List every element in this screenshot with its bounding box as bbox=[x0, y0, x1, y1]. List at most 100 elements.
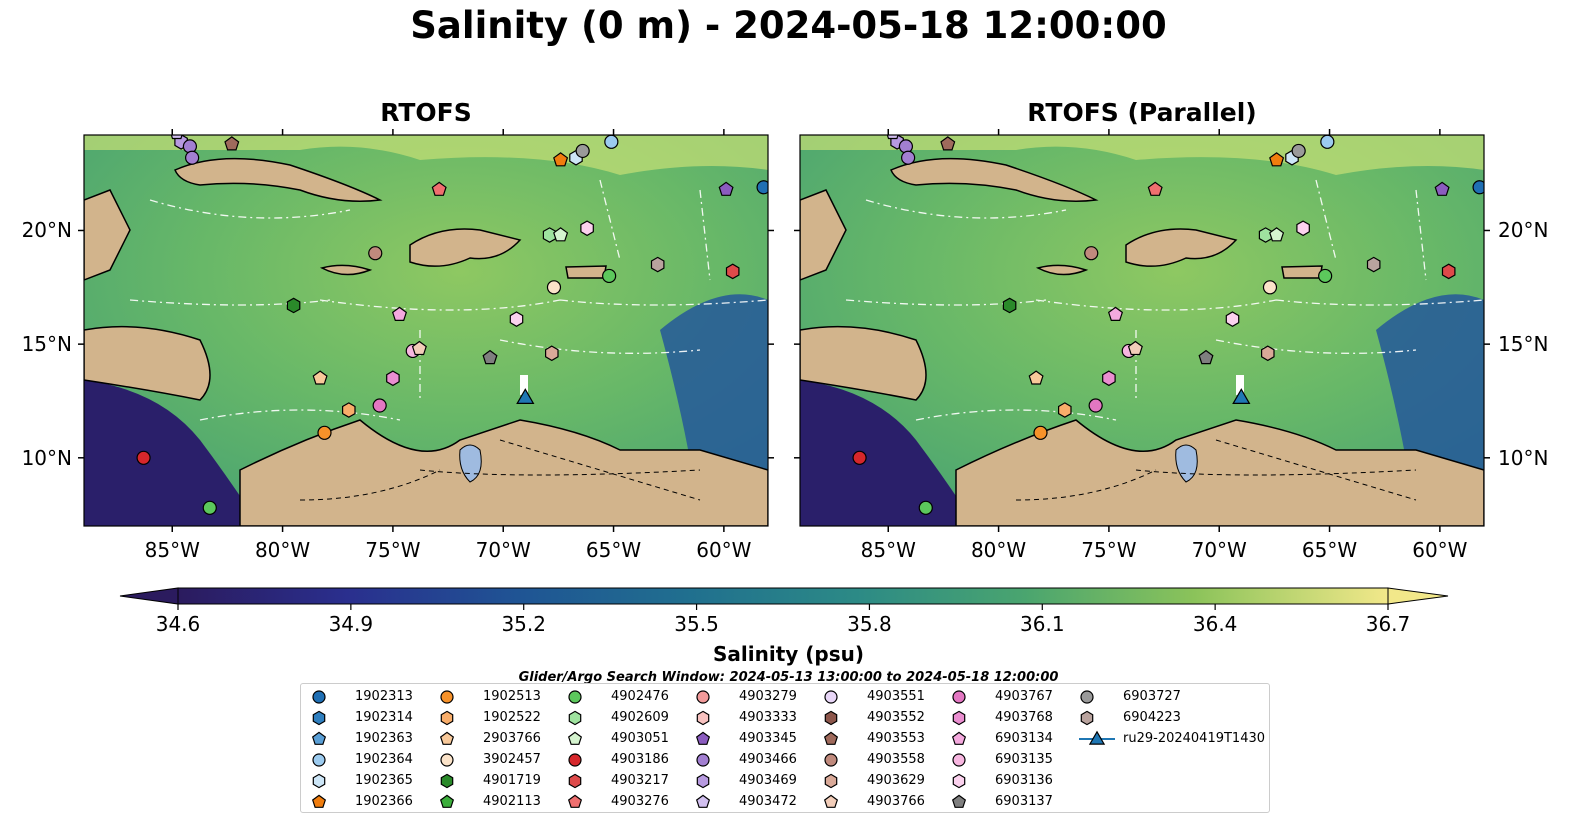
legend-marker-icon bbox=[824, 690, 838, 704]
legend-marker-icon bbox=[696, 753, 710, 767]
float-marker-4903276 bbox=[431, 181, 447, 196]
legend-marker bbox=[824, 690, 838, 704]
legend-marker-icon bbox=[440, 773, 454, 789]
legend-label: 6903136 bbox=[995, 773, 1053, 788]
panel-title-rtofs-parallel: RTOFS (Parallel) bbox=[1027, 98, 1257, 127]
legend-label: 4902113 bbox=[483, 794, 541, 809]
colorbar-extend-max bbox=[1387, 587, 1449, 605]
legend-label: 1902364 bbox=[355, 752, 413, 767]
lat-tick-label: 20°N bbox=[1498, 218, 1549, 243]
float-marker-1902522 bbox=[342, 402, 356, 418]
legend-glider-marker bbox=[1088, 730, 1106, 745]
puerto-rico-land bbox=[565, 265, 607, 279]
glider-marker bbox=[1232, 388, 1251, 404]
float-marker-1902366 bbox=[1269, 152, 1285, 167]
legend-label: 6903137 bbox=[995, 794, 1053, 809]
legend-marker bbox=[440, 753, 454, 767]
float-marker-4903051 bbox=[1269, 227, 1285, 242]
legend-marker bbox=[568, 773, 582, 789]
float-marker-4903466 bbox=[898, 139, 914, 154]
country-borders bbox=[299, 439, 701, 501]
lon-tick-label: 65°W bbox=[1301, 538, 1358, 562]
float-marker-1902522 bbox=[1057, 402, 1072, 418]
map-frame-rtofs bbox=[83, 134, 769, 527]
legend-marker-icon bbox=[696, 773, 710, 789]
legend-label: 4902609 bbox=[611, 710, 669, 725]
legend-label: 1902522 bbox=[483, 710, 541, 725]
float-marker-1902314 bbox=[550, 110, 562, 124]
legend-marker-icon bbox=[1080, 690, 1094, 704]
high-salinity-band bbox=[84, 135, 768, 175]
lon-tick-label: 85°W bbox=[144, 538, 200, 562]
legend-marker-icon bbox=[824, 753, 838, 767]
legend-marker-icon bbox=[1079, 730, 1115, 745]
south-america-land bbox=[955, 419, 1484, 526]
pacific-low-salinity bbox=[84, 380, 260, 526]
float-marker-4901719 bbox=[286, 297, 301, 314]
legend-label: 4903629 bbox=[867, 773, 925, 788]
legend-marker-icon bbox=[695, 794, 711, 808]
legend-label: 4903333 bbox=[739, 710, 797, 725]
float-marker-4903345 bbox=[718, 181, 734, 196]
float-marker-4903472 bbox=[886, 135, 899, 140]
legend-marker-icon bbox=[312, 753, 326, 767]
legend-marker-icon bbox=[312, 773, 326, 789]
legend-marker bbox=[824, 710, 838, 726]
colorbar-tick-label: 35.8 bbox=[847, 612, 892, 636]
legend-marker bbox=[568, 690, 582, 704]
legend-label: 6903134 bbox=[995, 731, 1053, 746]
legend-label: 4903345 bbox=[739, 731, 797, 746]
float-marker-6903134 bbox=[391, 306, 408, 321]
legend-marker bbox=[312, 773, 326, 789]
legend-marker bbox=[823, 794, 839, 808]
float-marker-4903766 bbox=[1127, 340, 1143, 356]
colorbar-tick-label: 36.7 bbox=[1365, 612, 1411, 636]
float-marker-6904223 bbox=[1366, 256, 1381, 273]
legend-title: Glider/Argo Search Window: 2024-05-13 13… bbox=[518, 670, 1059, 685]
float-marker-4903767 bbox=[1088, 398, 1103, 413]
panel-title-rtofs: RTOFS bbox=[380, 98, 472, 127]
legend-marker-icon bbox=[952, 753, 966, 767]
legend-marker bbox=[952, 710, 966, 726]
legend-label: 4903466 bbox=[739, 752, 797, 767]
legend-marker bbox=[567, 731, 583, 745]
axis-tick-marks bbox=[78, 129, 1490, 532]
legend: 1902313 1902314 1902363 1902364 1902365 19023… bbox=[300, 683, 1270, 813]
colorbar-tick-label: 35.5 bbox=[674, 612, 719, 636]
float-marker-4903629 bbox=[1260, 345, 1275, 362]
float-marker-4903051 bbox=[553, 227, 569, 242]
legend-marker-icon bbox=[311, 731, 327, 745]
legend-marker bbox=[312, 710, 326, 726]
legend-label: 4903551 bbox=[867, 689, 925, 704]
main-title: Salinity (0 m) - 2024-05-18 12:00:00 bbox=[410, 4, 1167, 47]
float-marker-6903137 bbox=[1198, 349, 1214, 365]
float-marker-1902364 bbox=[1320, 135, 1335, 149]
float-marker-4903276 bbox=[1147, 181, 1163, 196]
float-marker-4903345 bbox=[1434, 181, 1450, 196]
cuba-land bbox=[174, 157, 383, 202]
legend-label: 3902457 bbox=[483, 752, 541, 767]
legend-label: 4902476 bbox=[611, 689, 669, 704]
cuba-land bbox=[890, 157, 1099, 202]
legend-marker bbox=[695, 794, 711, 808]
float-marker-4903217 bbox=[1441, 263, 1456, 280]
legend-label: 4903276 bbox=[611, 794, 669, 809]
legend-marker-icon bbox=[439, 731, 455, 745]
float-marker-6903136 bbox=[509, 311, 524, 327]
float-marker-1902366 bbox=[553, 152, 569, 167]
legend-marker bbox=[824, 753, 838, 767]
missing-data-patch bbox=[520, 375, 528, 395]
float-marker-4903768 bbox=[1102, 370, 1116, 387]
yucatan-land bbox=[84, 189, 131, 281]
legend-label: 4903472 bbox=[739, 794, 797, 809]
legend-marker bbox=[695, 731, 711, 745]
legend-marker-icon bbox=[696, 690, 710, 704]
float-marker-4902476 bbox=[602, 268, 617, 284]
lon-tick-label: 80°W bbox=[970, 538, 1027, 562]
legend-marker-icon bbox=[312, 710, 326, 726]
puerto-rico-land bbox=[1281, 265, 1323, 279]
legend-label: 2903766 bbox=[483, 731, 541, 746]
legend-label: 4901719 bbox=[483, 773, 541, 788]
float-marker-4903768 bbox=[386, 370, 400, 387]
